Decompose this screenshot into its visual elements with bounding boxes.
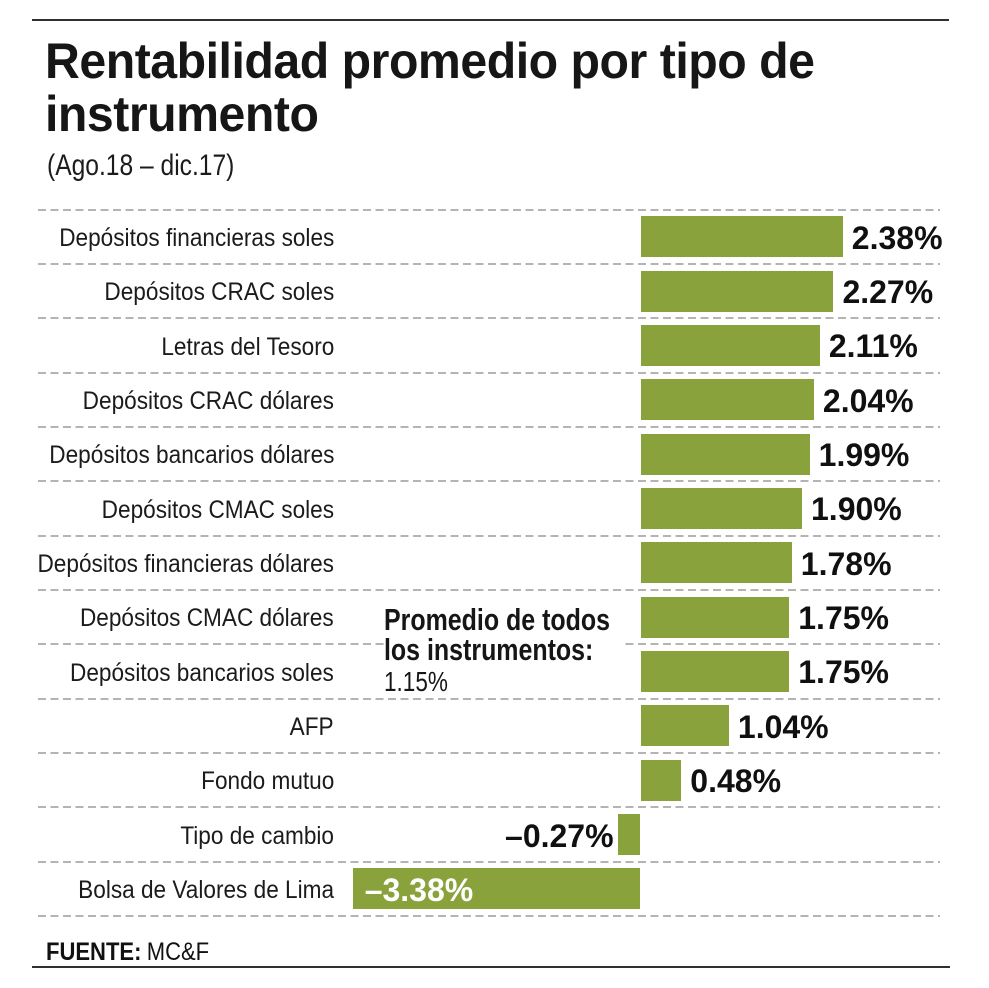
bar-negative [617, 814, 641, 856]
category-label: Depósitos CRAC dólares [0, 387, 334, 416]
category-label-text: Depósitos CMAC soles [101, 495, 334, 524]
row-separator [38, 262, 940, 265]
bar-positive [640, 705, 729, 747]
category-label: Tipo de cambio [0, 822, 334, 851]
chart-title: Rentabilidad promedio por tipo de instrum… [45, 32, 815, 142]
category-label-text: Depósitos CRAC soles [104, 278, 334, 307]
value-label: 1.78% [800, 545, 892, 582]
bar-positive [640, 542, 792, 584]
category-label-text: Depósitos bancarios soles [70, 658, 334, 687]
row-separator [38, 425, 940, 428]
row-separator [38, 534, 940, 537]
category-label: Bolsa de Valores de Lima [0, 876, 334, 905]
value-label: –0.27% [505, 817, 614, 854]
row-separator [38, 806, 940, 809]
bar-positive [640, 216, 843, 258]
category-label: Depósitos financieras soles [0, 224, 334, 253]
category-label-text: Depósitos CRAC dólares [82, 387, 334, 416]
average-annotation-label: Promedio de todos los instrumentos: [384, 602, 611, 668]
source-value: MC&F [146, 938, 210, 967]
category-label: Depósitos financieras dólares [0, 550, 334, 579]
category-label: Letras del Tesoro [0, 333, 334, 362]
value-label: 1.75% [798, 600, 889, 637]
row-separator [38, 480, 940, 483]
category-label-text: Depósitos financieras dólares [37, 550, 334, 579]
category-label-text: AFP [290, 713, 334, 742]
category-label-text: Fondo mutuo [200, 767, 334, 796]
bar-negative [353, 868, 641, 910]
source-line: FUENTE: MC&F [46, 938, 209, 966]
category-label: Depósitos CRAC soles [0, 278, 334, 307]
bar-positive [640, 596, 790, 638]
row-separator [38, 915, 940, 918]
average-annotation: Promedio de todos los instrumentos: 1.15… [384, 602, 626, 698]
row-separator [38, 860, 940, 863]
category-label-text: Letras del Tesoro [161, 332, 334, 361]
category-label-text: Depósitos bancarios dólares [48, 441, 334, 470]
bar-positive [640, 487, 802, 529]
category-label-text: Depósitos financieras soles [58, 223, 334, 252]
chart-subtitle: (Ago.18 – dic.17) [47, 149, 235, 183]
value-label: 1.99% [818, 437, 910, 474]
source-label: FUENTE: [46, 938, 142, 967]
top-rule [32, 18, 949, 21]
row-separator [38, 697, 940, 700]
bar-positive [640, 270, 834, 312]
value-label: 2.04% [822, 382, 914, 419]
chart-title-line: Rentabilidad promedio por tipo de [45, 32, 815, 89]
chart-title-line: instrumento [45, 85, 319, 142]
category-label: Depósitos bancarios dólares [0, 441, 334, 470]
category-label-text: Bolsa de Valores de Lima [78, 876, 334, 905]
row-separator [38, 317, 940, 320]
bar-positive [640, 379, 814, 421]
category-label: Depósitos CMAC soles [0, 496, 334, 525]
value-label: –3.38% [364, 871, 474, 908]
value-label: 2.27% [842, 274, 934, 311]
value-label: 1.90% [811, 491, 902, 528]
category-label-text: Tipo de cambio [180, 821, 334, 850]
bar-positive [640, 759, 682, 801]
category-label: Depósitos CMAC dólares [0, 604, 334, 633]
value-label: 1.04% [737, 708, 829, 745]
bar-positive [640, 650, 790, 692]
row-separator [38, 371, 940, 374]
bottom-rule [32, 965, 950, 968]
row-separator [38, 752, 940, 754]
value-label: 1.75% [798, 654, 889, 691]
value-label: 0.48% [690, 763, 782, 800]
value-label: 2.11% [828, 328, 918, 365]
row-separator [38, 588, 940, 591]
category-label: Depósitos bancarios soles [0, 659, 334, 688]
category-label-text: Depósitos CMAC dólares [80, 604, 334, 633]
row-separator [38, 208, 940, 211]
category-label: AFP [0, 713, 334, 742]
bar-positive [640, 324, 820, 366]
category-label: Fondo mutuo [0, 767, 334, 796]
bar-positive [640, 433, 810, 475]
average-annotation-value-text: 1.15% [384, 666, 448, 698]
value-label: 2.38% [851, 219, 943, 256]
